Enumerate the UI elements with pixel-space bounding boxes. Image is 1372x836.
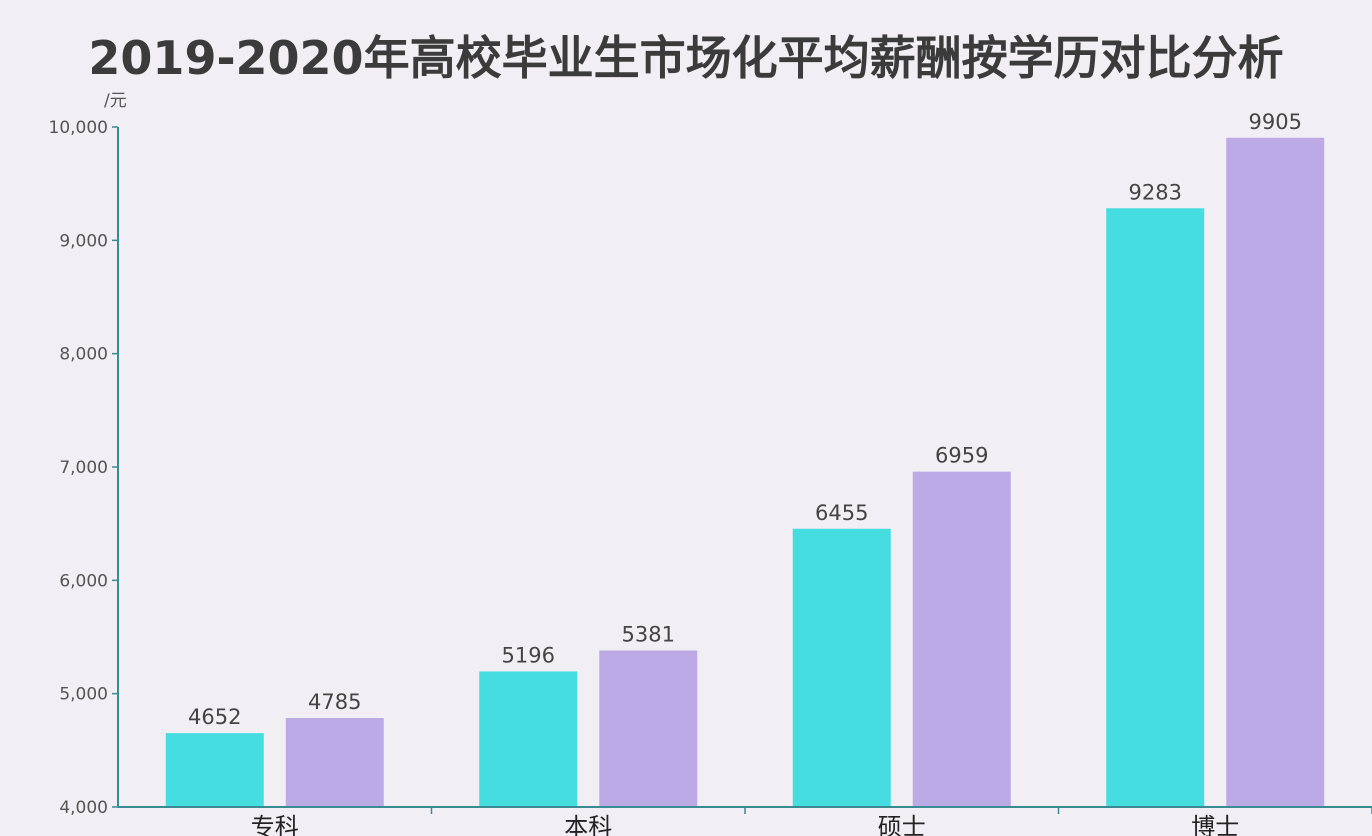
y-axis-unit-label: /元 (104, 91, 127, 111)
data-label: 4652 (188, 705, 241, 729)
x-category-label: 本科 (564, 813, 612, 836)
data-label: 9905 (1249, 110, 1302, 134)
x-axis: 专科 本科 硕士 博士 (118, 806, 1372, 836)
data-label: 4785 (308, 690, 361, 714)
x-category-label: 专科 (251, 813, 299, 836)
data-label: 6455 (815, 501, 868, 525)
y-tick-label: 9,000 (59, 231, 108, 251)
chart-title: 2019-2020年高校毕业生市场化平均薪酬按学历对比分析 (88, 31, 1284, 85)
bars (165, 137, 1325, 807)
y-tick-label: 5,000 (59, 685, 108, 705)
bar (479, 671, 578, 807)
y-tick-label: 10,000 (49, 118, 108, 138)
data-label: 6959 (935, 444, 988, 468)
data-label: 5381 (622, 622, 675, 646)
bar (165, 733, 264, 807)
y-tick-label: 4,000 (59, 798, 108, 818)
bar (1226, 137, 1325, 807)
bar (285, 718, 384, 807)
x-category-label: 博士 (1191, 813, 1239, 836)
data-label: 9283 (1129, 180, 1182, 204)
y-tick-label: 7,000 (59, 458, 108, 478)
bar (792, 528, 891, 807)
x-category-label: 硕士 (878, 813, 926, 836)
bar (912, 471, 1011, 807)
y-tick-label: 6,000 (59, 571, 108, 591)
bar (599, 650, 698, 807)
y-axis: 4,000 5,000 6,000 7,000 8,000 9,000 10,000 (49, 118, 119, 818)
data-labels: 4652 4785 5196 5381 6455 6959 9283 9905 (188, 110, 1302, 729)
data-label: 5196 (502, 643, 555, 667)
bar (1106, 208, 1205, 807)
y-tick-label: 8,000 (59, 345, 108, 365)
